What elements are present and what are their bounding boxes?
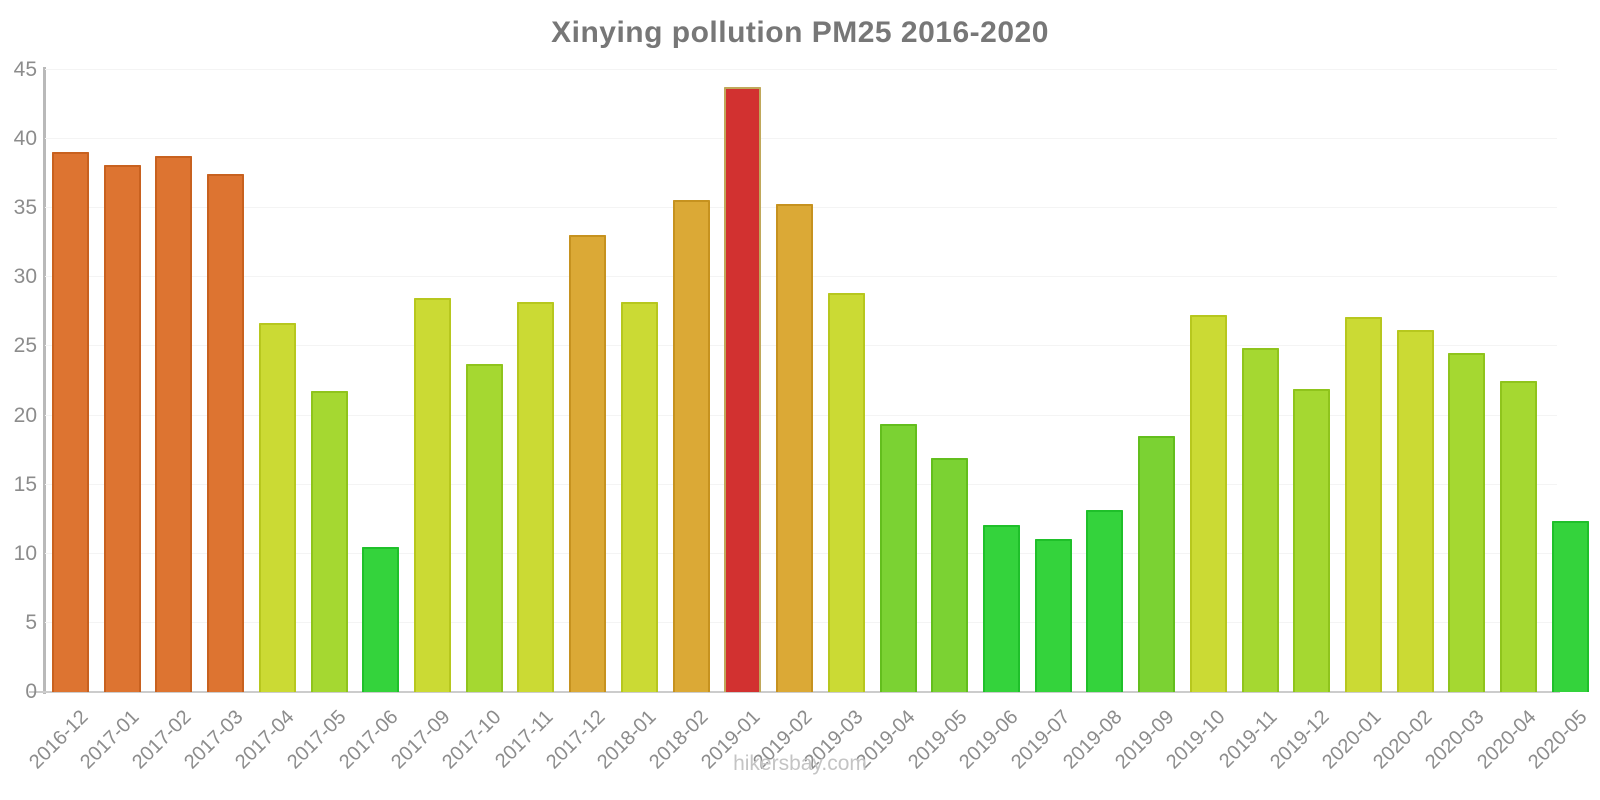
bar-2020-04[interactable] <box>1500 381 1538 692</box>
bar-2019-03[interactable] <box>827 292 865 692</box>
bar-2019-09[interactable] <box>1138 436 1176 692</box>
bar-2017-03[interactable] <box>207 173 245 692</box>
bar-2020-05[interactable] <box>1551 520 1589 692</box>
bar-2017-01[interactable] <box>103 165 141 692</box>
bar-2019-06[interactable] <box>982 524 1020 692</box>
y-tick-label-15: 15 <box>13 472 37 496</box>
y-tick-label-10: 10 <box>13 541 37 565</box>
y-tick-label-20: 20 <box>13 403 37 427</box>
gridline-45 <box>45 69 1557 70</box>
bar-2020-02[interactable] <box>1396 329 1434 692</box>
x-axis-line <box>29 691 1560 693</box>
y-tick-label-45: 45 <box>13 58 37 81</box>
gridline-40 <box>45 138 1557 140</box>
bar-2019-11[interactable] <box>1241 347 1279 692</box>
bar-2016-12[interactable] <box>52 151 89 692</box>
bar-2019-04[interactable] <box>879 423 917 692</box>
bar-2017-02[interactable] <box>155 155 193 692</box>
bar-2019-07[interactable] <box>1034 538 1072 692</box>
bar-2018-02[interactable] <box>672 199 710 692</box>
bar-2018-01[interactable] <box>620 302 658 692</box>
bar-2019-08[interactable] <box>1086 509 1124 692</box>
bar-2020-01[interactable] <box>1345 317 1382 692</box>
y-tick-label-5: 5 <box>25 610 37 634</box>
bar-2017-09[interactable] <box>414 298 452 692</box>
bar-2017-12[interactable] <box>569 234 607 692</box>
bar-2019-01[interactable] <box>724 86 762 692</box>
y-tick-label-0: 0 <box>25 680 37 703</box>
y-axis-line <box>43 67 46 694</box>
bar-2017-04[interactable] <box>258 322 296 692</box>
chart-title: Xinying pollution PM25 2016-2020 <box>551 16 1049 49</box>
bar-2017-10[interactable] <box>465 364 503 692</box>
bar-2019-02[interactable] <box>776 204 814 692</box>
bar-2019-12[interactable] <box>1293 389 1331 692</box>
y-tick-label-35: 35 <box>13 196 37 220</box>
y-tick-label-40: 40 <box>13 127 37 151</box>
y-tick-label-30: 30 <box>13 265 37 289</box>
bar-2017-11[interactable] <box>517 302 555 692</box>
plot-area <box>45 69 1589 692</box>
y-tick-label-25: 25 <box>13 334 37 358</box>
bar-2019-10[interactable] <box>1189 314 1227 692</box>
bar-2020-03[interactable] <box>1448 353 1486 692</box>
bar-2017-05[interactable] <box>310 390 348 692</box>
bar-2017-06[interactable] <box>362 546 400 692</box>
footer-watermark: hikersbay.com <box>733 752 867 775</box>
bar-2019-05[interactable] <box>931 458 969 692</box>
